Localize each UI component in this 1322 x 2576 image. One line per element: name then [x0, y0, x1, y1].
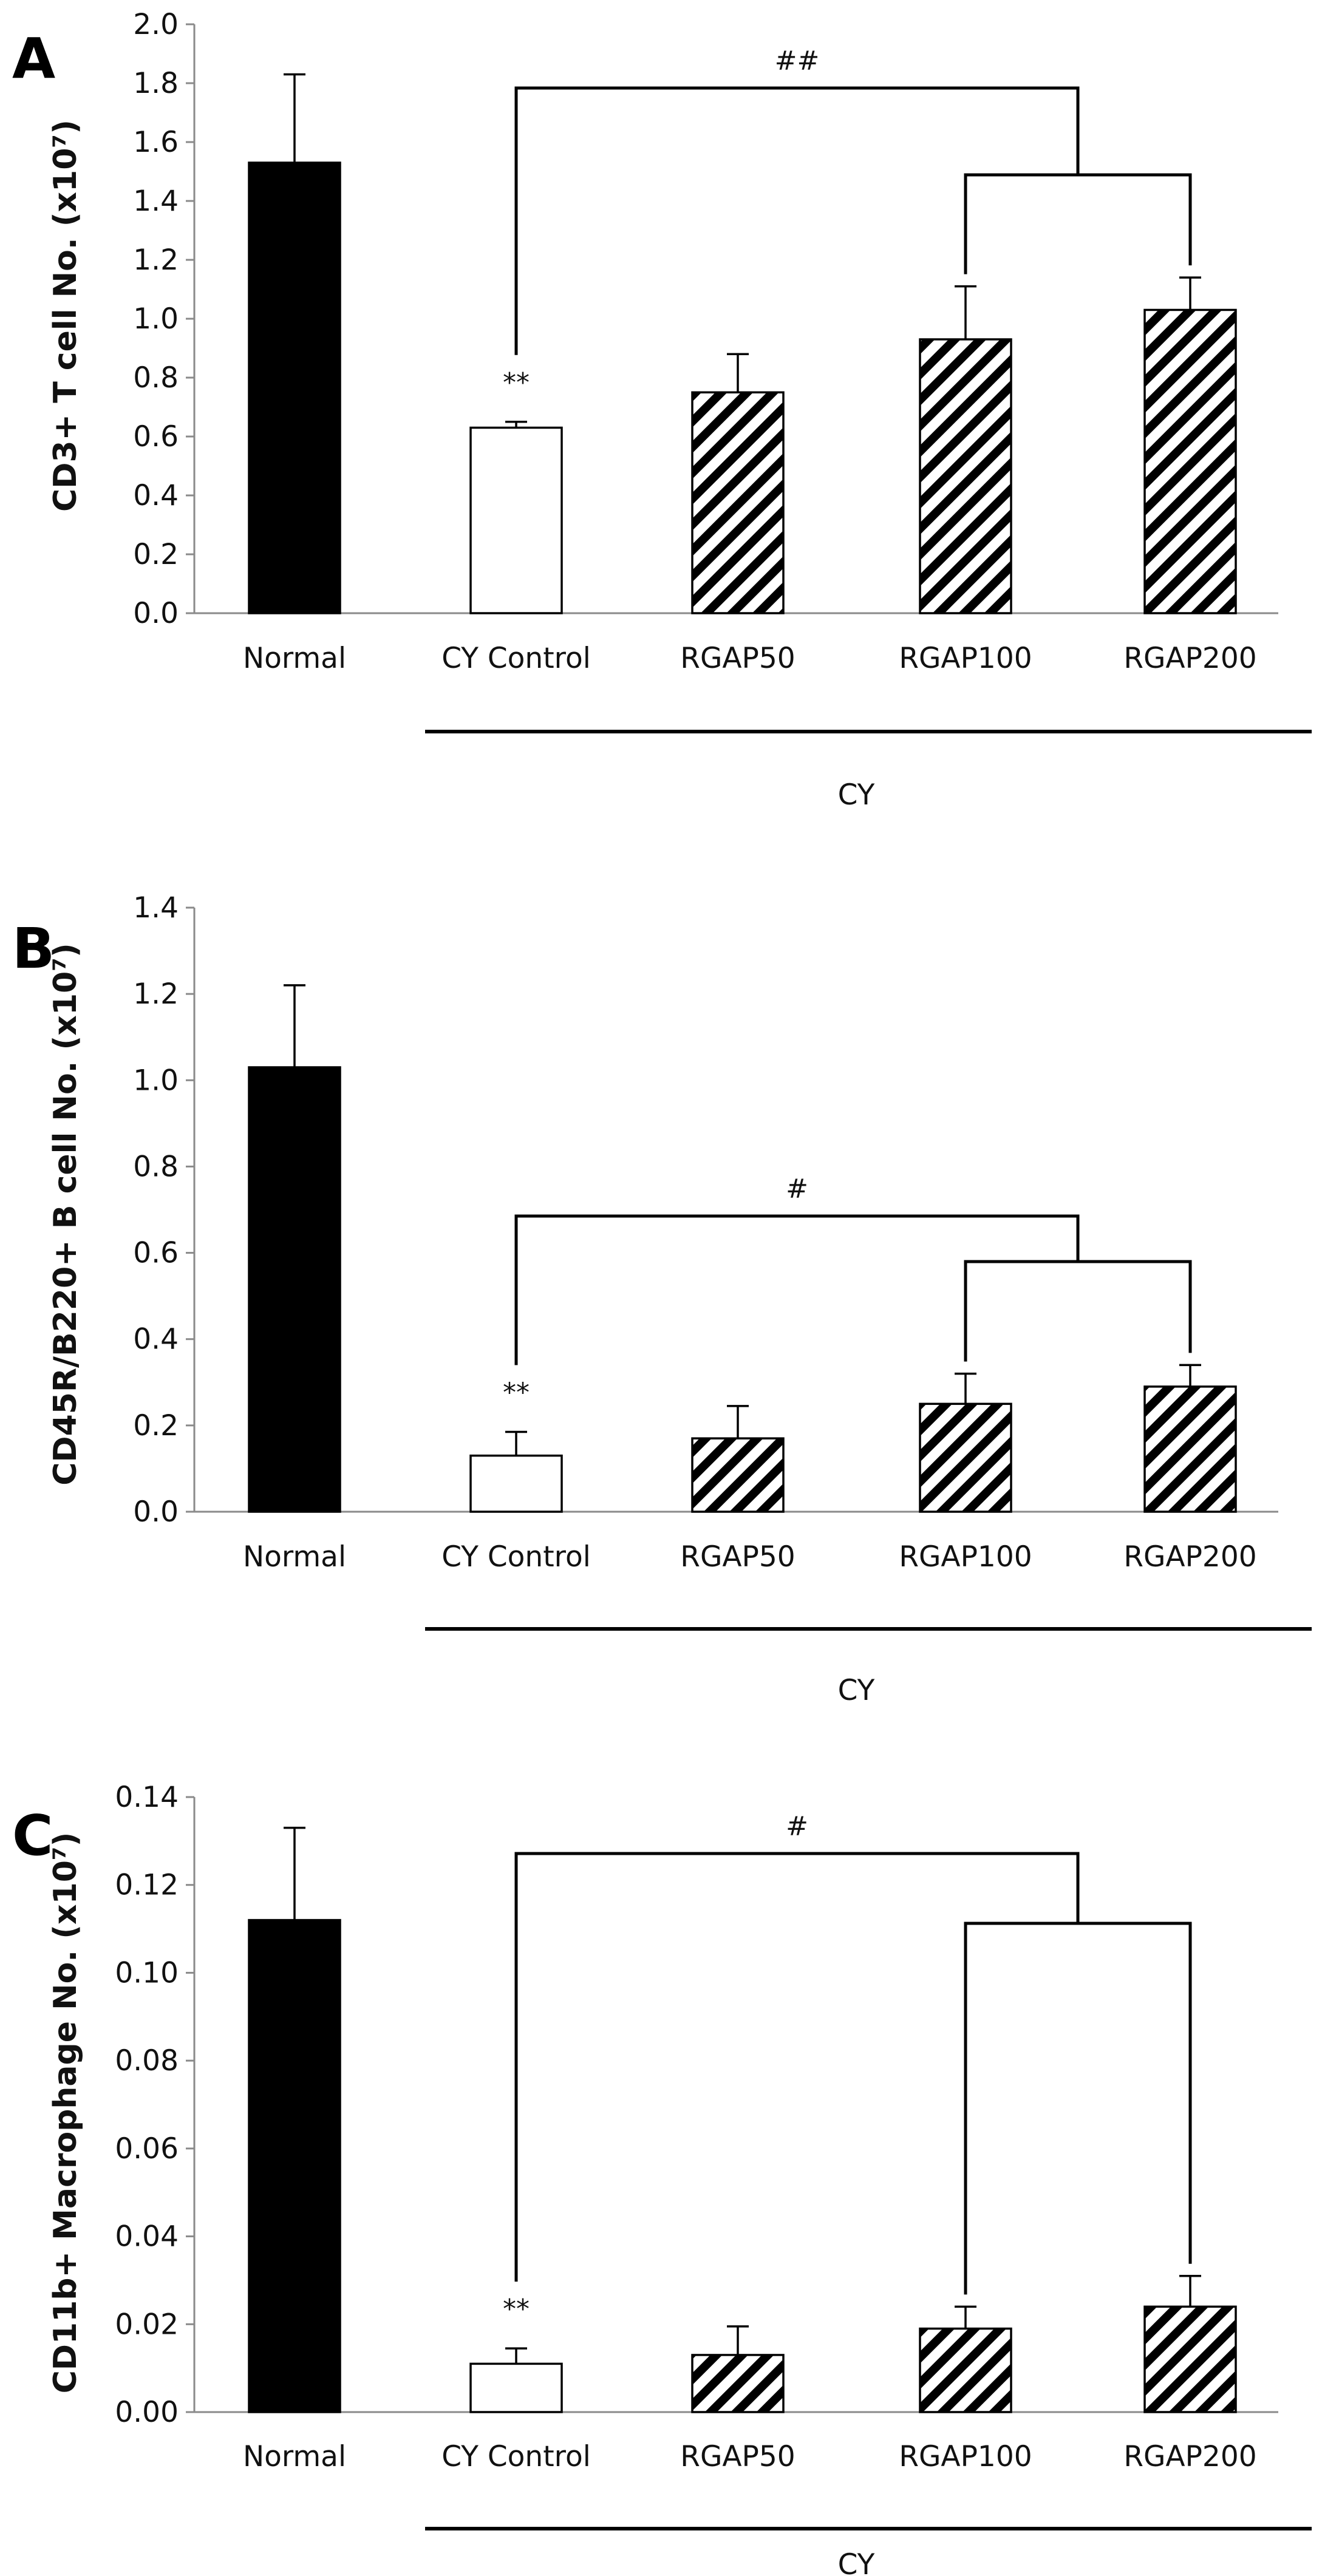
x-tick-label-a: CY Control: [441, 642, 591, 675]
bracket-inner-b: [964, 1260, 1192, 1362]
y-tick-label-b: 0.6: [133, 1237, 179, 1270]
y-tick-label-a: 1.0: [133, 302, 179, 336]
error-bar-c-normal: [284, 1826, 305, 1920]
y-tick-label-c: 0.06: [115, 2132, 179, 2166]
y-tick-label-a: 0.6: [133, 420, 179, 454]
panel-label-b: B: [12, 916, 55, 981]
y-tick-label-b: 0.2: [133, 1409, 179, 1443]
y-tick-label-c: 0.08: [115, 2044, 179, 2078]
y-tick-label-c: 0.04: [115, 2220, 179, 2254]
x-tick-label-c: RGAP100: [899, 2440, 1032, 2473]
y-tick-label-a: 0.0: [133, 597, 179, 630]
y-axis-title-b: CD45R/B220+ B cell No. (x10⁷): [47, 943, 84, 1485]
y-tick-label-b: 0.4: [133, 1323, 179, 1356]
bracket-outer-b: [514, 1214, 1080, 1365]
y-tick-label-a: 1.8: [133, 67, 179, 100]
x-tick-label-a: Normal: [243, 642, 346, 675]
x-tick-label-b: CY Control: [441, 1540, 591, 1574]
bracket-outer-c: [514, 1852, 1080, 2282]
y-axis-title-c: CD11b+ Macrophage No. (x10⁷): [47, 1832, 84, 2394]
error-bar-c-rgap100: [955, 2305, 976, 2329]
bar-a-rgap200: [1143, 308, 1237, 614]
bar-a-rgap100: [919, 338, 1012, 614]
panel-label-c: C: [12, 1803, 53, 1868]
y-axis-title-a: CD3+ T cell No. (x10⁷): [47, 120, 84, 512]
significance-control-b: **: [503, 1378, 530, 1409]
error-bar-b-rgap100: [955, 1372, 976, 1404]
y-tick-label-b: 1.4: [133, 891, 179, 925]
x-tick-label-a: RGAP200: [1123, 642, 1256, 675]
error-bar-a-normal: [284, 73, 305, 163]
significance-bracket-b: #: [786, 1174, 808, 1205]
bar-c-normal: [248, 1918, 341, 2413]
y-tick-label-a: 1.6: [133, 126, 179, 159]
x-tick-label-a: RGAP100: [899, 642, 1032, 675]
bar-b-rgap50: [691, 1437, 785, 1513]
error-bar-b-cy-control: [505, 1430, 527, 1456]
x-tick-label-b: RGAP200: [1123, 1540, 1256, 1574]
x-tick-label-c: Normal: [243, 2440, 346, 2473]
cy-group-label-b: CY: [838, 1674, 875, 1707]
y-tick-label-a: 1.4: [133, 185, 179, 218]
error-bar-a-cy-control: [505, 421, 527, 428]
x-tick-label-b: RGAP100: [899, 1540, 1032, 1574]
significance-bracket-c: #: [786, 1811, 808, 1842]
y-tick-label-b: 1.2: [133, 977, 179, 1011]
error-bar-b-rgap200: [1179, 1364, 1201, 1387]
bracket-outer-a: [514, 86, 1080, 355]
bar-a-rgap50: [691, 391, 785, 614]
panel-c: C CD11b+ Macrophage No. (x10⁷) 0.00 0.02 0…: [12, 1781, 1312, 2576]
y-tick-label-a: 0.4: [133, 479, 179, 512]
bar-a-normal: [248, 161, 341, 614]
error-bar-c-cy-control: [505, 2347, 527, 2364]
y-tick-label-c: 0.10: [115, 1956, 179, 1990]
panel-b: B CD45R/B220+ B cell No. (x10⁷) 0.0 0.2 0.…: [12, 891, 1312, 1707]
error-bar-a-rgap200: [1179, 276, 1201, 310]
error-bar-c-rgap200: [1179, 2274, 1201, 2307]
bracket-inner-a: [964, 173, 1192, 274]
error-bar-b-rgap50: [727, 1405, 749, 1439]
x-tick-label-c: RGAP50: [680, 2440, 795, 2473]
bracket-inner-c: [964, 1922, 1192, 2295]
y-tick-label-b: 1.0: [133, 1064, 179, 1097]
error-bar-c-rgap50: [727, 2325, 749, 2355]
y-tick-label-c: 0.14: [115, 1781, 179, 1814]
significance-bracket-a: ##: [775, 46, 820, 76]
bar-c-rgap100: [919, 2327, 1012, 2413]
x-tick-label-c: CY Control: [441, 2440, 591, 2473]
cy-group-label-c: CY: [838, 2548, 875, 2576]
bar-b-normal: [248, 1066, 341, 1513]
x-tick-label-c: RGAP200: [1123, 2440, 1256, 2473]
x-tick-label-b: RGAP50: [680, 1540, 795, 1574]
x-tick-label-a: RGAP50: [680, 642, 795, 675]
error-bar-a-rgap50: [727, 353, 749, 393]
bar-a-cy-control: [469, 426, 563, 614]
error-bar-a-rgap100: [955, 285, 976, 339]
y-tick-label-a: 0.8: [133, 361, 179, 395]
y-tick-label-c: 0.12: [115, 1869, 179, 1902]
bar-b-rgap200: [1143, 1385, 1237, 1513]
significance-control-a: **: [503, 367, 530, 398]
bar-c-rgap200: [1143, 2305, 1237, 2413]
cy-group-label-a: CY: [838, 778, 875, 812]
bar-c-rgap50: [691, 2354, 785, 2413]
y-tick-label-c: 0.02: [115, 2308, 179, 2341]
y-tick-label-b: 0.8: [133, 1150, 179, 1183]
bar-c-cy-control: [469, 2362, 563, 2413]
y-tick-label-a: 0.2: [133, 538, 179, 571]
significance-control-c: **: [503, 2294, 530, 2325]
y-tick-label-a: 2.0: [133, 8, 179, 41]
x-tick-label-b: Normal: [243, 1540, 346, 1574]
y-tick-label-a: 1.2: [133, 243, 179, 277]
bar-b-rgap100: [919, 1402, 1012, 1513]
y-tick-label-c: 0.00: [115, 2396, 179, 2429]
panel-label-a: A: [12, 26, 55, 91]
panel-a: A CD3+ T cell No. (x10⁷) 0.0 0.2 0.4 0.6 0.8…: [12, 8, 1312, 812]
y-tick-label-b: 0.0: [133, 1495, 179, 1529]
error-bar-b-normal: [284, 984, 305, 1067]
bar-b-cy-control: [469, 1454, 563, 1513]
